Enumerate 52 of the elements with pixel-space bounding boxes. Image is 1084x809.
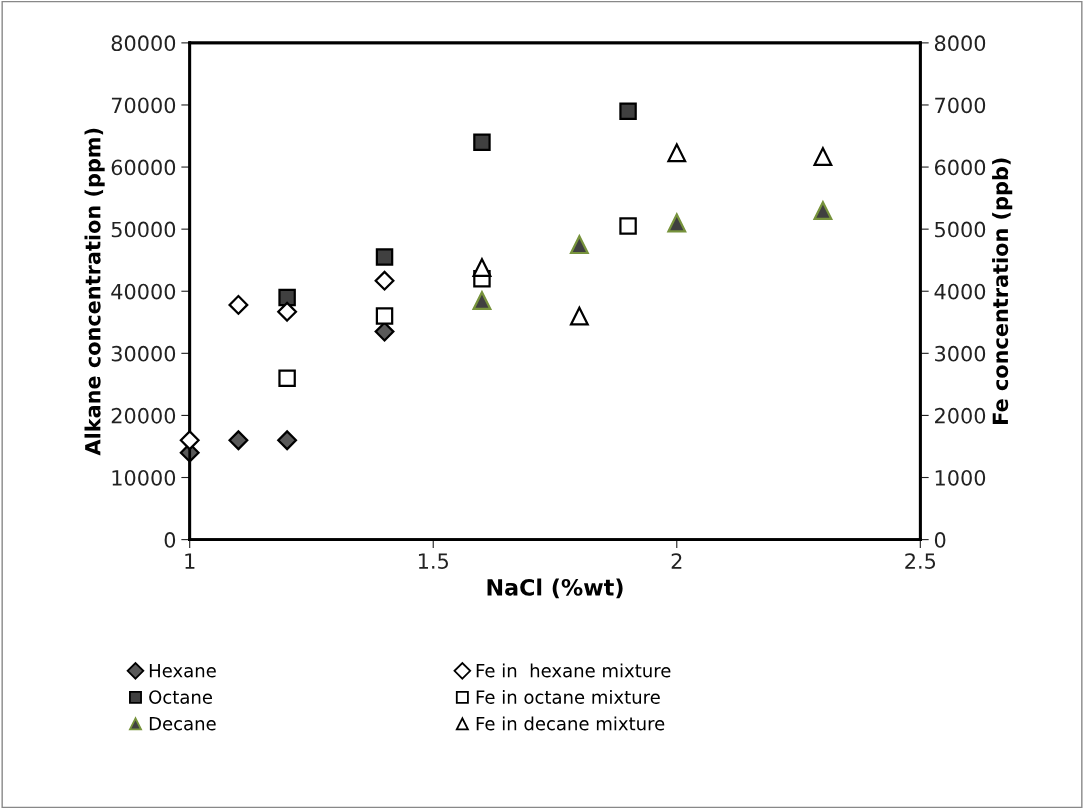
legend-label: Fe in hexane mixture [476,663,671,678]
x-axis-title: NaCl (%wt) [487,578,623,599]
x-tick-label: 1.5 [418,553,448,569]
point [472,291,492,310]
point [278,288,296,307]
point [813,147,833,166]
x-tick-label: 2 [671,553,682,569]
y2-tick-label: 2000 [935,407,986,424]
y-tick-label: 0 [164,532,176,548]
point [278,369,296,387]
y2-tick-label: 1000 [935,469,986,486]
y-tick-label: 10000 [112,469,176,486]
point [374,270,395,291]
point [375,307,394,325]
y-axis-title: Alkane concentration (ppm) [84,128,105,456]
legend-label: Hexane [149,664,216,678]
point [619,217,637,235]
y-tick-label: 30000 [111,345,176,362]
y-tick-label: 70000 [111,97,176,114]
point [375,248,394,266]
legend-label: Decane [149,717,216,731]
point [228,294,249,315]
point [667,213,687,233]
y-tick-label: 20000 [111,407,176,424]
x-tick-label: 1 [185,553,195,569]
y-tick-label: 40000 [111,283,176,300]
point [473,133,491,151]
point [619,102,637,120]
y2-tick-label: 7000 [935,97,986,114]
point [667,143,687,163]
point [813,201,833,220]
y2-tick-label: 8000 [934,35,986,52]
y-tick-label: 50000 [111,221,176,238]
point [472,258,492,278]
y2-tick-label: 0 [934,532,946,548]
y2-axis-title: Fe concentration (ppb) [992,158,1013,424]
y2-tick-label: 5000 [935,221,986,238]
point [277,430,298,451]
point [228,430,249,451]
point [179,430,200,451]
x-tick-label: 2.5 [905,553,936,569]
point [569,235,589,255]
y2-tick-label: 4000 [934,283,986,300]
y2-tick-label: 3000 [935,345,986,362]
legend-label: Fe in octane mixture [476,689,660,704]
legend-label: Fe in decane mixture [476,716,665,731]
y-tick-label: 80000 [111,35,176,52]
legend-label: Octane [149,690,212,704]
y2-tick-label: 6000 [934,159,986,176]
point [569,306,589,326]
y-tick-label: 60000 [111,159,176,176]
point [277,301,298,322]
